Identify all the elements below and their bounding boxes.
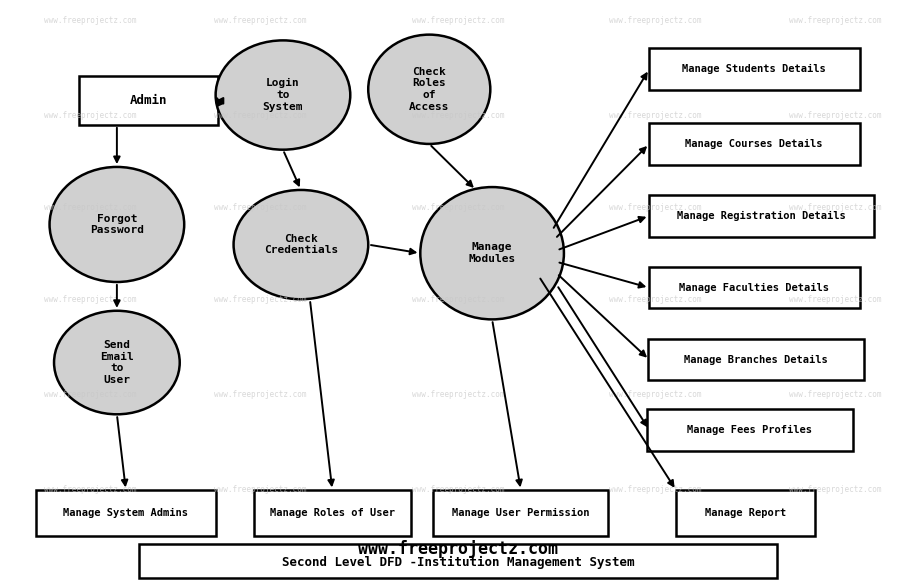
Text: Admin: Admin	[129, 95, 167, 107]
Text: Manage Report: Manage Report	[704, 508, 786, 518]
Text: www.freeprojectz.com: www.freeprojectz.com	[214, 16, 307, 25]
Text: www.freeprojectz.com: www.freeprojectz.com	[609, 111, 702, 120]
Text: Second Level DFD -Institution Management System: Second Level DFD -Institution Management…	[282, 556, 634, 569]
FancyBboxPatch shape	[649, 123, 860, 164]
Ellipse shape	[420, 187, 564, 319]
Text: Check
Roles
of
Access: Check Roles of Access	[409, 67, 450, 112]
FancyBboxPatch shape	[433, 490, 608, 537]
FancyBboxPatch shape	[139, 544, 777, 578]
Text: www.freeprojectz.com: www.freeprojectz.com	[214, 111, 307, 120]
FancyBboxPatch shape	[79, 76, 218, 125]
FancyBboxPatch shape	[254, 490, 411, 537]
Text: www.freeprojectz.com: www.freeprojectz.com	[412, 295, 504, 303]
Ellipse shape	[234, 190, 368, 299]
Text: www.freeprojectz.com: www.freeprojectz.com	[412, 203, 504, 212]
Text: Forgot
Password: Forgot Password	[90, 214, 144, 235]
Text: www.freeprojectz.com: www.freeprojectz.com	[214, 390, 307, 399]
Ellipse shape	[49, 167, 184, 282]
FancyBboxPatch shape	[649, 339, 864, 380]
Text: www.freeprojectz.com: www.freeprojectz.com	[44, 16, 136, 25]
Ellipse shape	[215, 41, 350, 150]
Text: www.freeprojectz.com: www.freeprojectz.com	[44, 485, 136, 494]
Text: www.freeprojectz.com: www.freeprojectz.com	[412, 111, 504, 120]
Text: www.freeprojectz.com: www.freeprojectz.com	[44, 111, 136, 120]
Text: www.freeprojectz.com: www.freeprojectz.com	[214, 295, 307, 303]
Text: Manage Branches Details: Manage Branches Details	[684, 355, 828, 365]
FancyBboxPatch shape	[649, 49, 860, 90]
FancyBboxPatch shape	[676, 490, 815, 537]
Text: www.freeprojectz.com: www.freeprojectz.com	[412, 16, 504, 25]
FancyBboxPatch shape	[647, 409, 853, 451]
Text: www.freeprojectz.com: www.freeprojectz.com	[789, 295, 881, 303]
Text: www.freeprojectz.com: www.freeprojectz.com	[412, 485, 504, 494]
Ellipse shape	[54, 311, 180, 414]
Text: Manage
Modules: Manage Modules	[468, 242, 516, 264]
Text: www.freeprojectz.com: www.freeprojectz.com	[789, 485, 881, 494]
Text: Check
Credentials: Check Credentials	[264, 234, 338, 255]
Text: www.freeprojectz.com: www.freeprojectz.com	[789, 16, 881, 25]
FancyBboxPatch shape	[649, 267, 860, 308]
Text: www.freeprojectz.com: www.freeprojectz.com	[44, 390, 136, 399]
Text: www.freeprojectz.com: www.freeprojectz.com	[609, 203, 702, 212]
Text: www.freeprojectz.com: www.freeprojectz.com	[609, 390, 702, 399]
Text: Send
Email
to
User: Send Email to User	[100, 340, 134, 385]
Text: www.freeprojectz.com: www.freeprojectz.com	[412, 390, 504, 399]
Text: www.freeprojectz.com: www.freeprojectz.com	[44, 203, 136, 212]
Text: www.freeprojectz.com: www.freeprojectz.com	[609, 295, 702, 303]
Text: Manage Faculties Details: Manage Faculties Details	[680, 283, 829, 293]
Text: Manage Students Details: Manage Students Details	[682, 64, 826, 74]
FancyBboxPatch shape	[36, 490, 215, 537]
Text: Login
to
System: Login to System	[263, 79, 303, 112]
Text: www.freeprojectz.com: www.freeprojectz.com	[789, 390, 881, 399]
Text: Manage Registration Details: Manage Registration Details	[677, 211, 845, 221]
Text: Manage Roles of User: Manage Roles of User	[270, 508, 395, 518]
Text: Manage Fees Profiles: Manage Fees Profiles	[687, 425, 812, 435]
Text: Manage Courses Details: Manage Courses Details	[685, 139, 823, 149]
Text: www.freeprojectz.com: www.freeprojectz.com	[214, 485, 307, 494]
Text: www.freeprojectz.com: www.freeprojectz.com	[358, 541, 558, 558]
Ellipse shape	[368, 35, 490, 144]
Text: www.freeprojectz.com: www.freeprojectz.com	[44, 295, 136, 303]
FancyBboxPatch shape	[649, 195, 874, 237]
Text: Manage User Permission: Manage User Permission	[453, 508, 590, 518]
Text: www.freeprojectz.com: www.freeprojectz.com	[214, 203, 307, 212]
Text: www.freeprojectz.com: www.freeprojectz.com	[789, 111, 881, 120]
Text: www.freeprojectz.com: www.freeprojectz.com	[609, 485, 702, 494]
Text: Manage System Admins: Manage System Admins	[63, 508, 189, 518]
Text: www.freeprojectz.com: www.freeprojectz.com	[789, 203, 881, 212]
Text: www.freeprojectz.com: www.freeprojectz.com	[609, 16, 702, 25]
